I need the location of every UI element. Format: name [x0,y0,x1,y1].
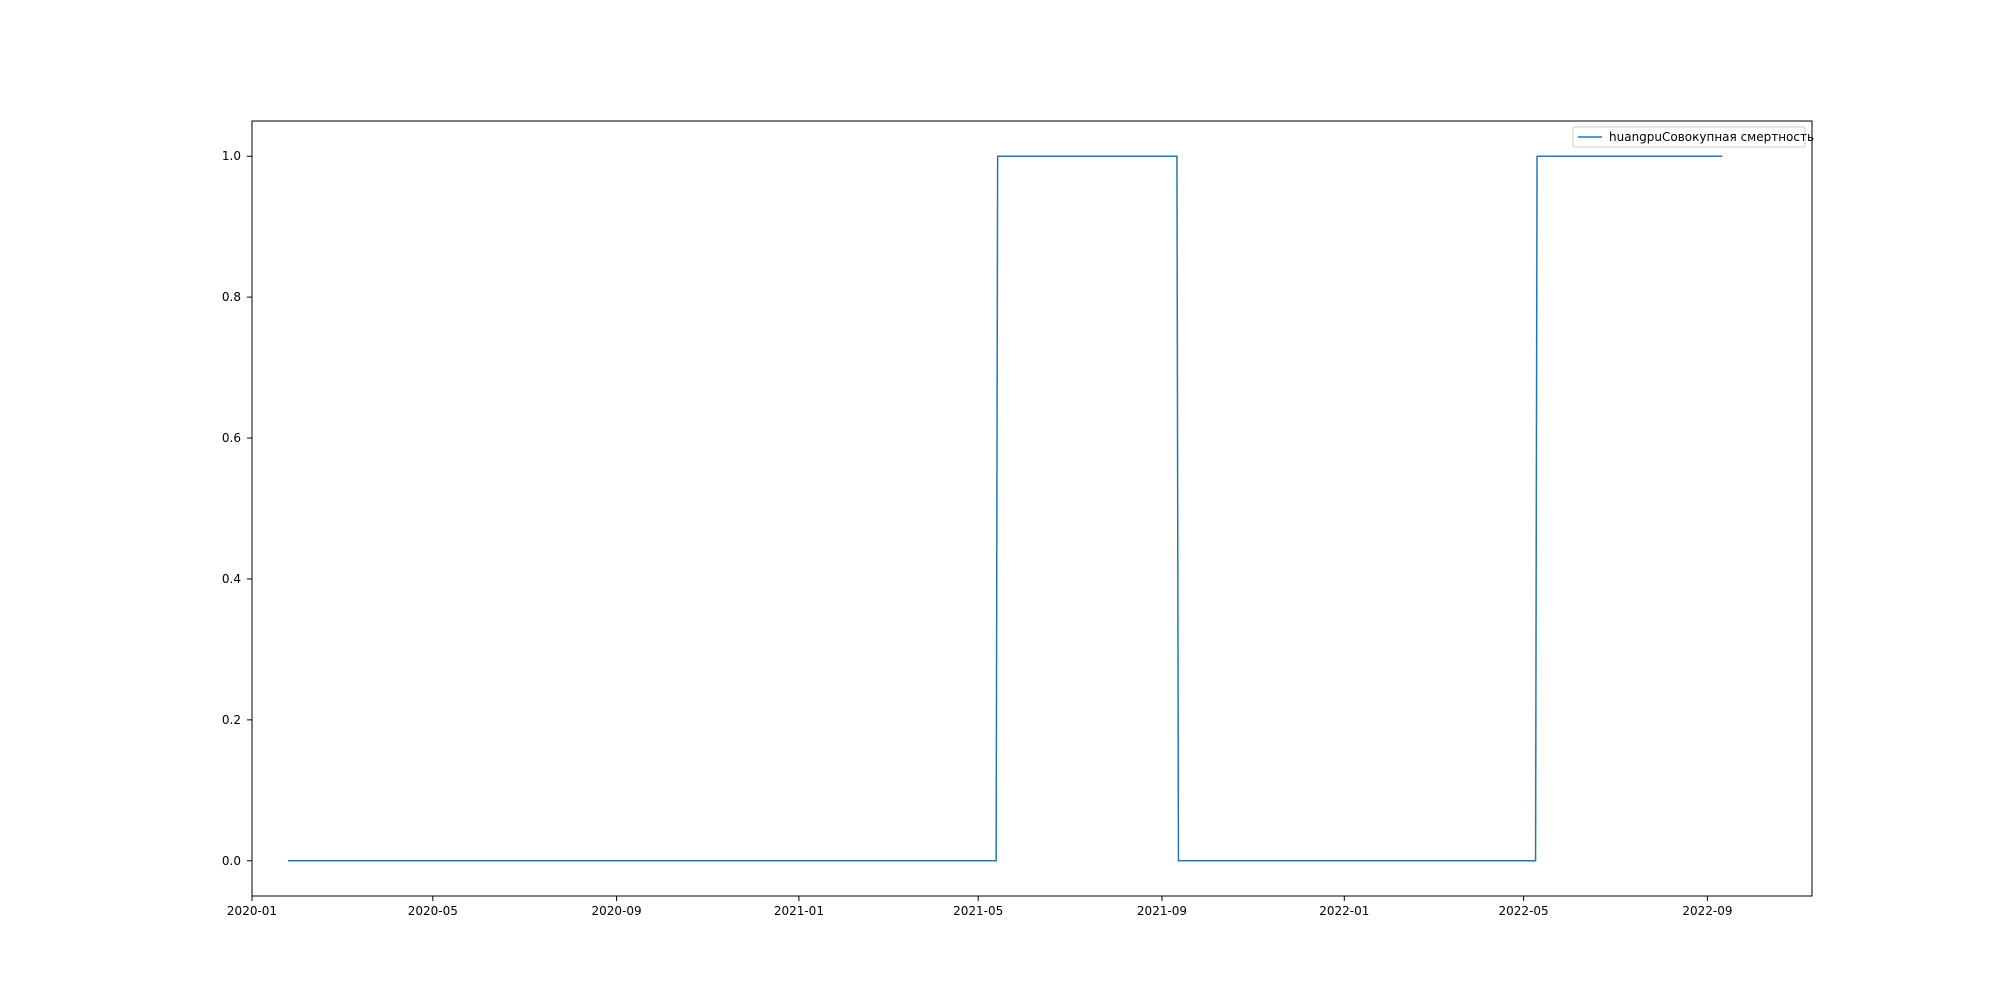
plot-area-frame [251,120,1813,897]
y-tick-label: 0.2 [222,713,241,727]
x-tick-label: 2022-05 [1499,904,1549,918]
x-tick-label: 2020-01 [227,904,277,918]
legend: huangpuСовокупная смертность [1572,126,1814,148]
x-axis: 2020-01 2020-05 2020-09 2021-01 2021-05 2021-… [227,896,1732,918]
x-tick-label: 2022-01 [1319,904,1369,918]
y-tick-label: 0.4 [222,572,241,586]
series-layer [287,155,1723,862]
y-tick-label: 0.6 [222,431,241,445]
x-tick-label: 2020-05 [408,904,458,918]
series-line [287,155,1723,862]
x-tick-label: 2022-09 [1682,904,1732,918]
x-tick-label: 2021-01 [774,904,824,918]
x-tick-label: 2021-05 [953,904,1003,918]
y-axis: 0.0 0.2 0.4 0.6 0.8 1.0 [222,149,252,868]
y-tick-label: 0.8 [222,290,241,304]
legend-box [1572,126,1806,148]
y-tick-label: 1.0 [222,149,241,163]
y-tick-label: 0.0 [222,854,241,868]
legend-label: huangpuСовокупная смертность [1609,130,1814,144]
x-tick-label: 2021-09 [1137,904,1187,918]
x-tick-label: 2020-09 [592,904,642,918]
